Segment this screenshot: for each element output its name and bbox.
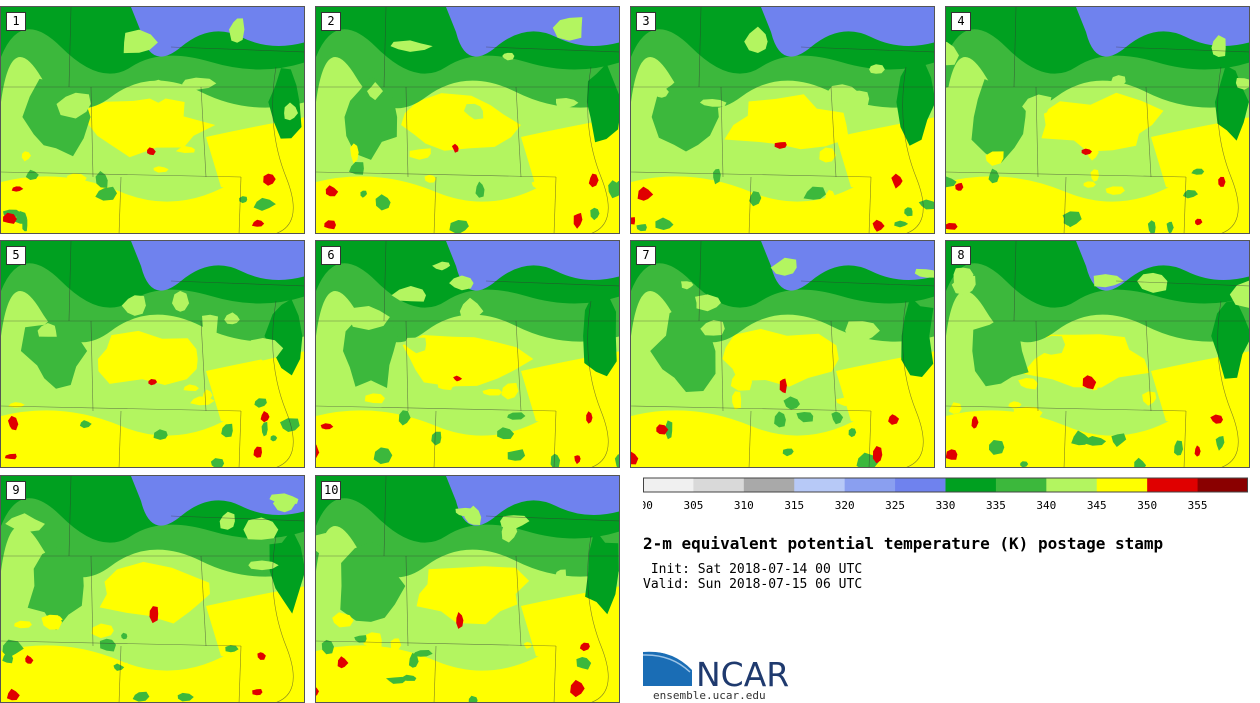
colorbar-tick-label: 355	[1188, 499, 1208, 512]
colorbar-tick-label: 335	[986, 499, 1006, 512]
colorbar-tick-label: 300	[643, 499, 653, 512]
colorbar-swatch	[643, 478, 694, 492]
colorbar: 300 305 310 315 320 325 330 335 340 345 350 355	[643, 477, 1248, 512]
member-number-label: 9	[6, 481, 26, 500]
postage-stamp-map: 1	[0, 6, 305, 234]
logo-wordmark: NCAR	[696, 655, 790, 694]
equivalent-potential-temperature-field	[631, 241, 934, 467]
postage-stamp-map: 7	[630, 240, 935, 468]
colorbar-swatch	[895, 478, 946, 492]
member-number-label: 7	[636, 246, 656, 265]
member-number-label: 4	[951, 12, 971, 31]
member-number-label: 5	[6, 246, 26, 265]
postage-stamp-map: 8	[945, 240, 1250, 468]
colorbar-tick-label: 330	[936, 499, 956, 512]
equivalent-potential-temperature-field	[316, 241, 619, 467]
colorbar-tick-label: 320	[835, 499, 855, 512]
init-time: Init: Sat 2018-07-14 00 UTC	[643, 562, 863, 577]
postage-stamp-map: 2	[315, 6, 620, 234]
equivalent-potential-temperature-field	[1, 241, 304, 467]
equivalent-potential-temperature-field	[1, 476, 304, 702]
colorbar-swatch	[693, 478, 745, 492]
postage-stamp-map: 6	[315, 240, 620, 468]
colorbar-tick-label: 305	[683, 499, 703, 512]
colorbar-swatch	[995, 478, 1047, 492]
member-number-label: 1	[6, 12, 26, 31]
equivalent-potential-temperature-field	[316, 476, 619, 702]
equivalent-potential-temperature-field	[631, 7, 934, 233]
member-number-label: 6	[321, 246, 341, 265]
colorbar-swatch	[743, 478, 795, 492]
colorbar-swatch	[794, 478, 846, 492]
postage-stamp-map: 5	[0, 240, 305, 468]
colorbar-swatch	[844, 478, 896, 492]
postage-stamp-map: 9	[0, 475, 305, 703]
postage-stamp-map: 10	[315, 475, 620, 703]
valid-time: Valid: Sun 2018-07-15 06 UTC	[643, 577, 863, 592]
colorbar-tick-label: 350	[1137, 499, 1157, 512]
chart-title: 2-m equivalent potential temperature (K)…	[643, 534, 1164, 553]
colorbar-tick-label: 345	[1087, 499, 1107, 512]
postage-stamp-map: 4	[945, 6, 1250, 234]
colorbar-swatch	[945, 478, 997, 492]
member-number-label: 8	[951, 246, 971, 265]
colorbar-swatch	[1147, 478, 1199, 492]
member-number-label: 2	[321, 12, 341, 31]
colorbar-tick-label: 340	[1036, 499, 1056, 512]
equivalent-potential-temperature-field	[316, 7, 619, 233]
postage-stamp-map: 3	[630, 6, 935, 234]
equivalent-potential-temperature-field	[946, 241, 1249, 467]
colorbar-tick-label: 325	[885, 499, 905, 512]
member-number-label: 3	[636, 12, 656, 31]
ncar-logo-icon	[643, 649, 693, 686]
logo-url: ensemble.ucar.edu	[653, 689, 766, 702]
colorbar-tick-label: 310	[734, 499, 754, 512]
member-number-label: 10	[321, 481, 342, 500]
colorbar-swatch	[1046, 478, 1098, 492]
equivalent-potential-temperature-field	[946, 7, 1249, 233]
colorbar-swatch	[1197, 478, 1248, 492]
colorbar-frame	[643, 477, 1248, 493]
colorbar-swatch	[1096, 478, 1148, 492]
colorbar-tick-label: 315	[784, 499, 804, 512]
equivalent-potential-temperature-field	[1, 7, 304, 233]
